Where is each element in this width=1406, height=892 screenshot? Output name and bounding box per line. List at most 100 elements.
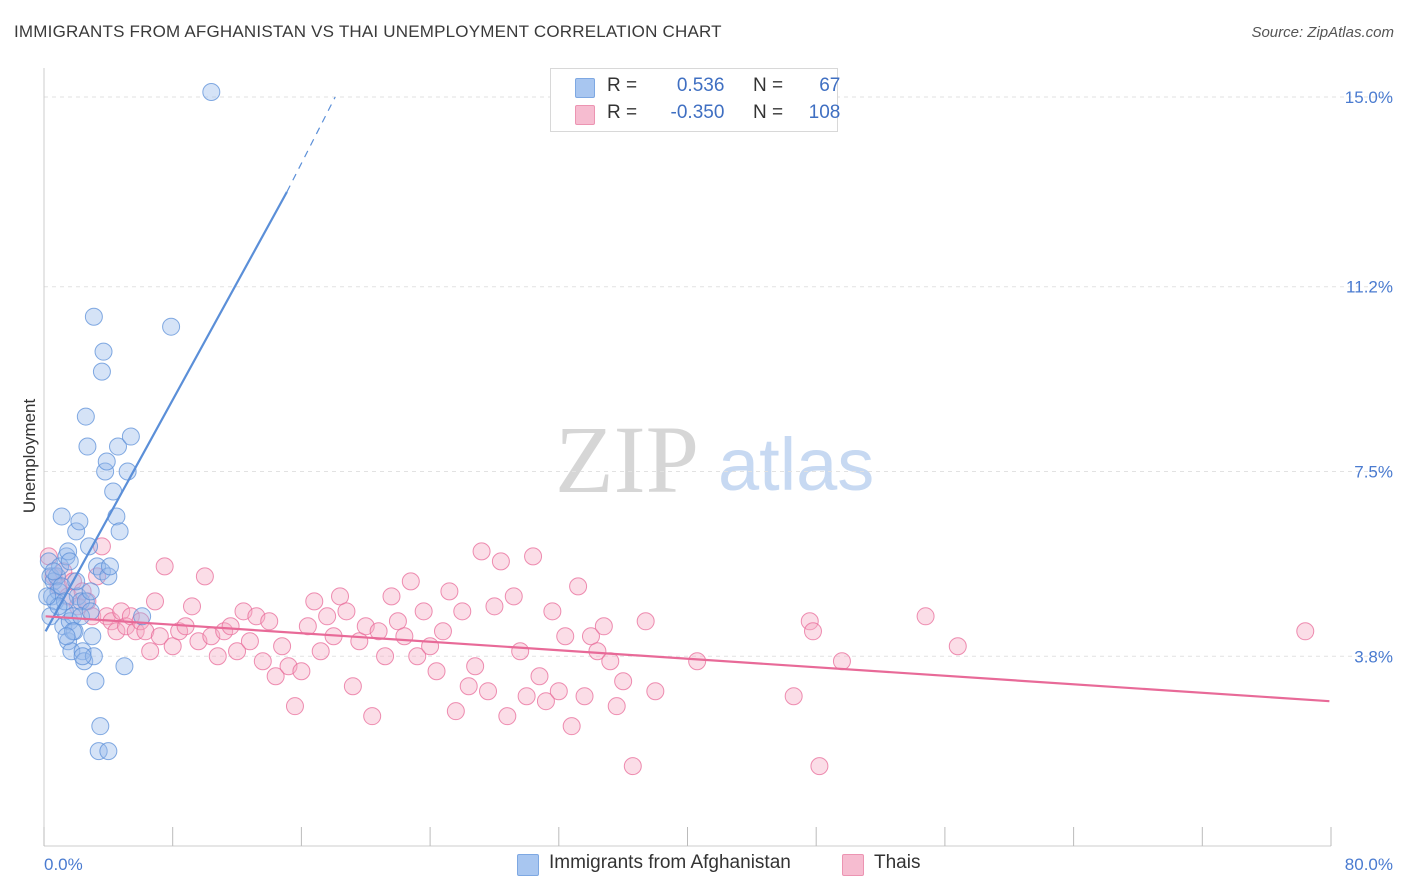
data-point-thais <box>146 592 165 611</box>
data-points <box>38 83 1315 776</box>
legend-text-thais: R = -0.350 N = 108 <box>607 102 840 124</box>
x-tick-labels: 0.0% 80.0% <box>44 855 1393 874</box>
data-point-afghanistan <box>88 557 107 576</box>
data-point-thais <box>260 612 279 631</box>
data-point-thais <box>498 707 517 726</box>
legend-n-value: 67 <box>819 75 841 96</box>
y-tick-label: 7.5% <box>1354 463 1393 482</box>
data-point-afghanistan <box>83 627 102 646</box>
data-point-afghanistan <box>97 452 116 471</box>
data-point-thais <box>810 757 829 776</box>
data-point-thais <box>601 652 620 671</box>
data-point-thais <box>453 602 472 621</box>
data-point-thais <box>183 597 202 616</box>
data-point-thais <box>228 642 247 661</box>
data-point-thais <box>543 602 562 621</box>
data-point-thais <box>311 642 330 661</box>
legend-r-value: -0.350 <box>670 102 725 123</box>
data-point-thais <box>536 692 555 711</box>
data-point-afghanistan <box>47 567 66 586</box>
data-point-thais <box>504 587 523 606</box>
data-point-thais <box>530 667 549 686</box>
legend-text-afghanistan: R = 0.536 N = 67 <box>607 75 840 97</box>
data-point-thais <box>549 682 568 701</box>
legend-r-value: 0.536 <box>676 75 725 96</box>
data-point-thais <box>195 567 214 586</box>
data-point-thais <box>141 642 160 661</box>
legend-swatch-thais <box>575 105 595 125</box>
trend-line-extension-afghanistan <box>286 96 336 193</box>
data-point-thais <box>350 632 369 651</box>
data-point-thais <box>1296 622 1315 641</box>
data-point-thais <box>446 702 465 721</box>
data-point-thais <box>800 612 819 631</box>
data-point-afghanistan <box>89 742 108 761</box>
y-tick-label: 3.8% <box>1354 647 1393 666</box>
data-point-afghanistan <box>38 587 57 606</box>
data-point-thais <box>376 647 395 666</box>
data-point-afghanistan <box>73 647 92 666</box>
axes <box>43 68 1332 847</box>
data-point-thais <box>273 637 292 656</box>
data-point-thais <box>331 587 350 606</box>
data-point-thais <box>562 717 581 736</box>
data-point-afghanistan <box>52 507 71 526</box>
data-point-thais <box>305 592 324 611</box>
trend-line-afghanistan <box>44 191 288 632</box>
data-point-thais <box>369 622 388 641</box>
data-point-thais <box>414 602 433 621</box>
data-point-thais <box>517 687 536 706</box>
data-point-thais <box>472 542 491 561</box>
data-point-thais <box>427 662 446 681</box>
data-point-thais <box>155 557 174 576</box>
data-point-afghanistan <box>115 657 134 676</box>
data-point-afghanistan <box>162 317 181 336</box>
data-point-thais <box>479 682 498 701</box>
data-point-thais <box>107 622 126 641</box>
data-point-afghanistan <box>86 672 105 691</box>
data-point-thais <box>266 667 285 686</box>
data-point-afghanistan <box>67 522 86 541</box>
data-point-thais <box>466 657 485 676</box>
data-point-thais <box>440 582 459 601</box>
data-point-thais <box>948 637 967 656</box>
data-point-thais <box>607 697 626 716</box>
data-point-thais <box>511 642 530 661</box>
data-point-thais <box>491 552 510 571</box>
data-point-thais <box>208 647 227 666</box>
data-point-afghanistan <box>109 437 128 456</box>
data-point-thais <box>253 652 272 671</box>
data-point-thais <box>401 572 420 591</box>
bottom-legend-label-thais: Thais <box>874 852 921 873</box>
y-tick-label: 11.2% <box>1346 278 1393 297</box>
source-credit: Source: ZipAtlas.com <box>1251 24 1394 41</box>
data-point-afghanistan <box>78 437 97 456</box>
data-point-thais <box>318 607 337 626</box>
data-point-thais <box>575 687 594 706</box>
x-tick-label: 80.0% <box>1345 855 1393 874</box>
data-point-thais <box>298 617 317 636</box>
data-point-afghanistan <box>100 557 119 576</box>
data-point-thais <box>485 597 504 616</box>
bottom-legend-swatch-afghanistan <box>517 854 539 876</box>
data-point-afghanistan <box>39 552 58 571</box>
data-point-thais <box>569 577 588 596</box>
data-point-thais <box>594 617 613 636</box>
data-point-thais <box>363 707 382 726</box>
data-point-afghanistan <box>133 607 152 626</box>
data-point-thais <box>623 757 642 776</box>
data-point-thais <box>292 662 311 681</box>
data-point-thais <box>803 622 822 641</box>
bottom-legend-label-afghanistan: Immigrants from Afghanistan <box>549 852 791 873</box>
trend-line-thais <box>45 615 1330 703</box>
data-point-thais <box>337 602 356 621</box>
data-point-thais <box>832 652 851 671</box>
data-point-afghanistan <box>57 627 76 646</box>
y-tick-label: 15.0% <box>1345 88 1393 107</box>
data-point-thais <box>784 687 803 706</box>
data-point-thais <box>433 622 452 641</box>
data-point-thais <box>646 682 665 701</box>
data-point-afghanistan <box>110 522 129 541</box>
data-point-thais <box>285 697 304 716</box>
